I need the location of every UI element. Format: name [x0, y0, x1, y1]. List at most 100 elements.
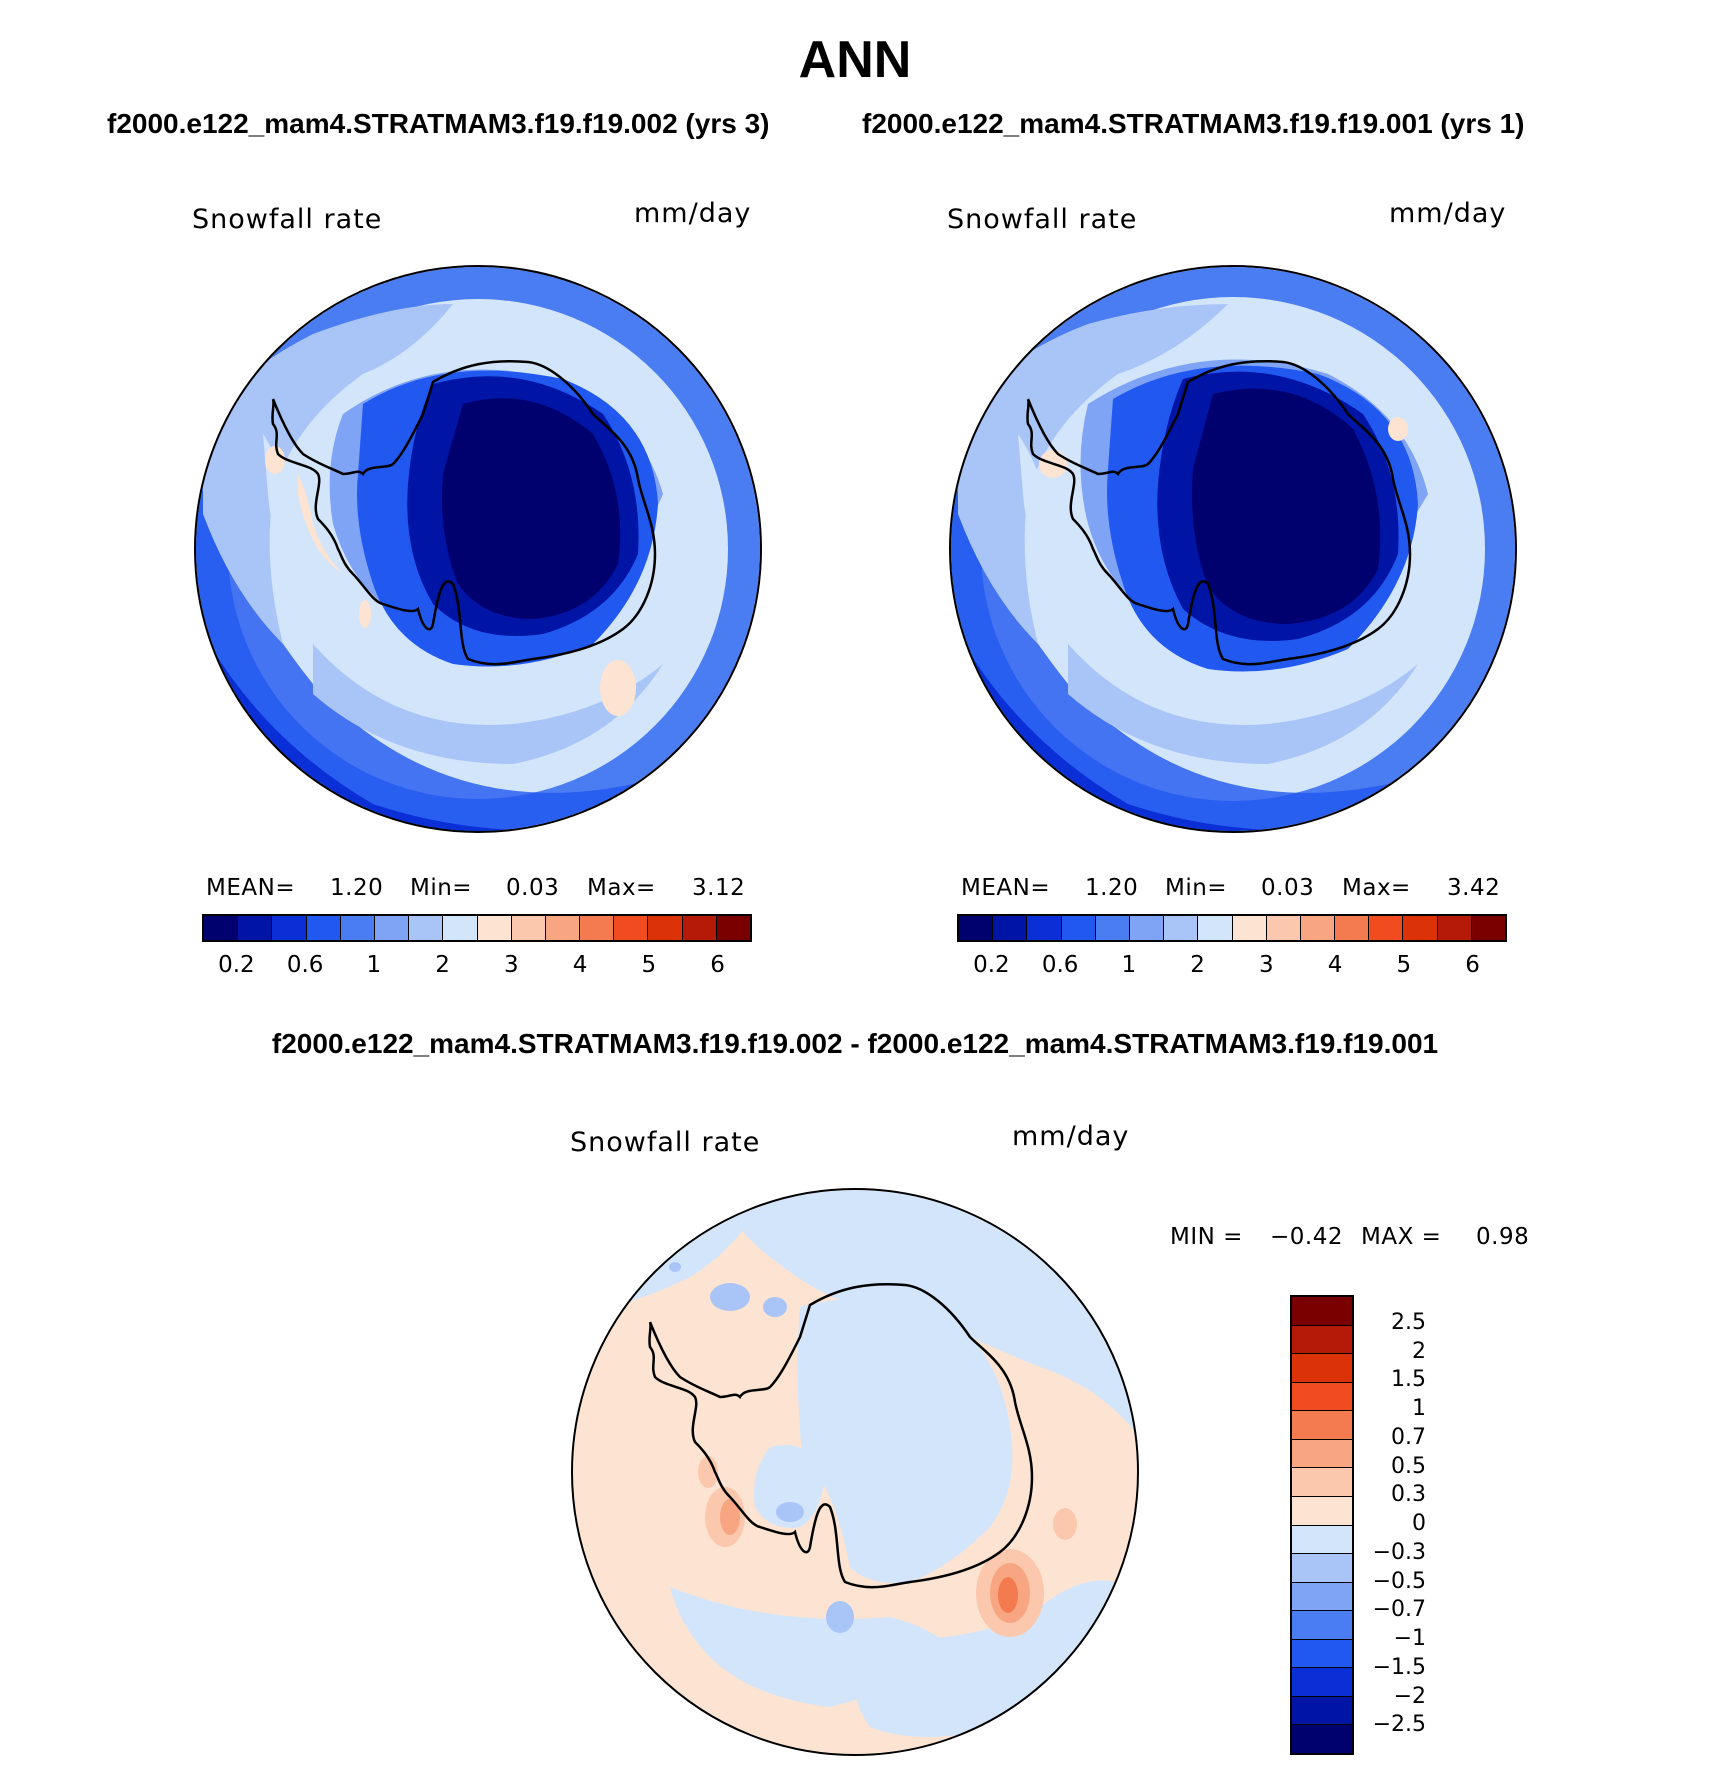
diff-colorbar-swatch	[1292, 1297, 1352, 1326]
diff-min-label: MIN =	[1170, 1224, 1243, 1250]
right-colorbar-tick-label: 4	[1327, 952, 1343, 978]
right-colorbar-swatch	[1095, 916, 1130, 940]
right-colorbar-swatch	[993, 916, 1028, 940]
right-min-label: Min=	[1165, 875, 1228, 901]
diff-units-label: mm/day	[1012, 1121, 1130, 1152]
right-variable-label: Snowfall rate	[947, 204, 1138, 235]
left-colorbar-swatch	[614, 916, 649, 940]
diff-colorbar-swatch	[1292, 1639, 1352, 1669]
diff-colorbar-tick-label: −2	[1393, 1683, 1426, 1709]
left-min-label: Min=	[410, 875, 473, 901]
diff-colorbar-swatch	[1292, 1325, 1352, 1355]
right-mean-value: 1.20	[1085, 875, 1139, 901]
diff-colorbar-swatch	[1292, 1696, 1352, 1726]
diff-colorbar-tick-label: 2	[1412, 1338, 1426, 1364]
diff-colorbar-tick-label: −0.5	[1372, 1568, 1426, 1594]
diff-min-value: −0.42	[1270, 1224, 1343, 1250]
left-colorbar-swatch	[511, 916, 546, 940]
diff-colorbar-tick-label: −0.3	[1372, 1539, 1426, 1565]
left-map	[194, 265, 762, 833]
diff-variable-label: Snowfall rate	[570, 1127, 761, 1158]
left-colorbar-tick-label: 4	[572, 952, 588, 978]
right-colorbar-swatch	[1266, 916, 1301, 940]
diff-colorbar-swatch	[1292, 1354, 1352, 1383]
left-colorbar-swatch	[648, 916, 683, 940]
right-colorbar-swatch	[1403, 916, 1438, 940]
right-colorbar-swatch	[1164, 916, 1199, 940]
right-colorbar-swatch	[1369, 916, 1404, 940]
right-colorbar-swatch	[1198, 916, 1233, 940]
right-colorbar-swatch	[1300, 916, 1336, 940]
right-colorbar-swatch	[1232, 916, 1267, 940]
left-colorbar-swatch	[204, 916, 239, 940]
diff-colorbar-tick-label: −0.7	[1372, 1597, 1426, 1623]
diff-colorbar-tick-label: 0	[1412, 1511, 1426, 1536]
right-colorbar-tick-label: 5	[1396, 952, 1412, 978]
diff-colorbar-tick-label: 0.3	[1391, 1482, 1426, 1508]
diff-colorbar-swatch	[1292, 1668, 1352, 1697]
right-colorbar-ticks: 0.2 0.6 1 2 3 4 5 6	[957, 952, 1507, 982]
right-colorbar-tick-label: 6	[1465, 952, 1480, 978]
left-units-label: mm/day	[634, 198, 752, 229]
right-max-label: Max=	[1342, 875, 1411, 901]
diff-colorbar-tick-label: −2.5	[1372, 1712, 1426, 1738]
right-colorbar-swatch	[959, 916, 994, 940]
diff-colorbar-tick-label: −1	[1393, 1626, 1426, 1651]
diff-colorbar-swatch	[1292, 1439, 1352, 1469]
diff-colorbar-ticks: 2.5 2 1.5 1 0.7 0.5 0.3 0 −0.3 −0.5 −0.7 −1 −1.5 −2 −2…	[1364, 1295, 1484, 1755]
diff-colorbar-tick-label: 2.5	[1391, 1309, 1426, 1335]
left-colorbar-swatch	[238, 916, 273, 940]
left-colorbar-swatch	[443, 916, 478, 940]
right-mean-label: MEAN=	[961, 875, 1051, 901]
diff-colorbar-tick-label: −1.5	[1372, 1654, 1426, 1680]
right-units-label: mm/day	[1389, 198, 1507, 229]
diff-colorbar-swatch	[1292, 1611, 1352, 1640]
diff-colorbar-swatch	[1292, 1496, 1352, 1526]
left-colorbar-swatch	[272, 916, 307, 940]
right-colorbar-tick-label: 0.6	[1041, 952, 1079, 978]
left-colorbar-tick-label: 1	[366, 952, 382, 978]
diff-colorbar-swatch	[1292, 1525, 1352, 1555]
left-max-label: Max=	[587, 875, 656, 901]
left-colorbar-swatch	[306, 916, 341, 940]
diff-max-label: MAX =	[1361, 1224, 1442, 1250]
left-case-title: f2000.e122_mam4.STRATMAM3.f19.f19.002 (y…	[107, 108, 770, 139]
left-min-value: 0.03	[506, 875, 560, 901]
diff-map	[571, 1188, 1139, 1756]
diff-colorbar-swatch	[1292, 1382, 1352, 1412]
left-colorbar-tick-label: 3	[504, 952, 519, 978]
diff-colorbar-tick-label: 0.7	[1391, 1424, 1426, 1450]
left-colorbar-tick-label: 0.2	[218, 952, 255, 978]
right-colorbar-swatch	[1335, 916, 1370, 940]
right-colorbar-swatch	[1027, 916, 1062, 940]
diff-colorbar-tick-label: 1	[1412, 1396, 1426, 1421]
figure-title: ANN	[798, 31, 912, 89]
right-colorbar-tick-label: 0.2	[973, 952, 1010, 978]
right-colorbar	[957, 914, 1507, 942]
left-mean-label: MEAN=	[206, 875, 296, 901]
left-colorbar-swatch	[409, 916, 444, 940]
right-colorbar-swatch	[1437, 916, 1472, 940]
left-colorbar-swatch	[374, 916, 410, 940]
right-max-value: 3.42	[1447, 875, 1501, 901]
left-colorbar-swatch	[477, 916, 512, 940]
diff-colorbar-swatch	[1292, 1411, 1352, 1440]
right-colorbar-swatch	[1471, 916, 1505, 940]
right-colorbar-tick-label: 2	[1190, 952, 1205, 978]
right-colorbar-swatch	[1061, 916, 1096, 940]
left-colorbar-swatch	[545, 916, 581, 940]
right-colorbar-swatch	[1129, 916, 1165, 940]
diff-colorbar-tick-label: 1.5	[1391, 1367, 1426, 1393]
left-mean-value: 1.20	[330, 875, 384, 901]
right-min-value: 0.03	[1261, 875, 1315, 901]
left-variable-label: Snowfall rate	[192, 204, 383, 235]
left-colorbar-swatch	[716, 916, 750, 940]
diff-colorbar-swatch	[1292, 1725, 1352, 1753]
left-colorbar-ticks: 0.2 0.6 1 2 3 4 5 6	[202, 952, 752, 982]
left-colorbar-tick-label: 2	[435, 952, 450, 978]
diff-colorbar-tick-label: 0.5	[1391, 1453, 1426, 1479]
diff-max-value: 0.98	[1476, 1224, 1530, 1250]
right-case-title: f2000.e122_mam4.STRATMAM3.f19.f19.001 (y…	[862, 108, 1525, 139]
diff-case-title: f2000.e122_mam4.STRATMAM3.f19.f19.002 - …	[271, 1028, 1439, 1059]
left-colorbar	[202, 914, 752, 942]
